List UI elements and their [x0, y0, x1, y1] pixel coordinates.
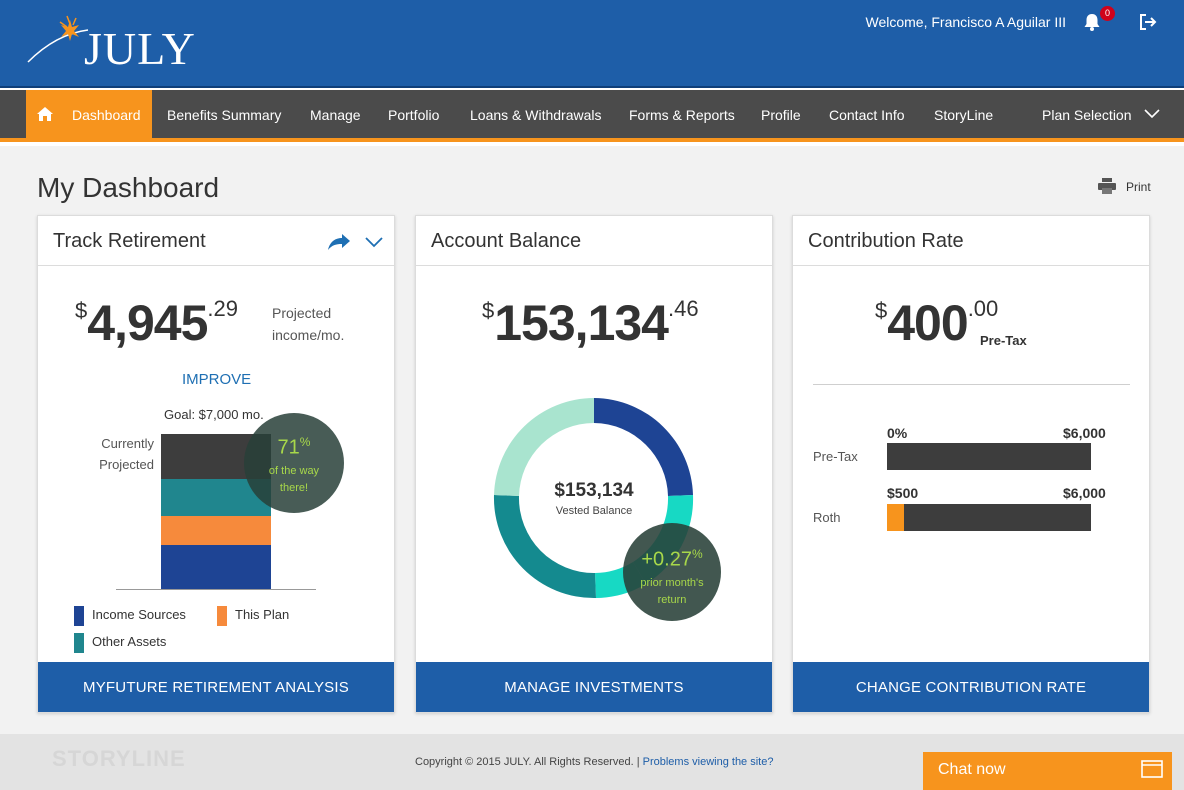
projected-income-amount: $4,945.29 [75, 295, 238, 351]
nav-portfolio[interactable]: Portfolio [388, 107, 440, 123]
myfuture-analysis-button[interactable]: MYFUTURE RETIREMENT ANALYSIS [38, 662, 394, 712]
card-title: Account Balance [431, 230, 582, 252]
dashboard-main: My Dashboard Print Track Retirement $4,9… [0, 146, 1184, 734]
nav-dashboard-label: Dashboard [72, 107, 141, 123]
progress-percent: 71% [277, 435, 311, 459]
manage-investments-button[interactable]: MANAGE INVESTMENTS [416, 662, 772, 712]
progress-caption: of the way there! [268, 465, 320, 494]
printer-icon [1098, 178, 1116, 194]
main-nav: Dashboard Benefits Summary Manage Portfo… [0, 90, 1184, 142]
nav-storyline[interactable]: StoryLine [934, 107, 994, 123]
card-title: Contribution Rate [808, 230, 964, 252]
contribution-type-label: Pre-Tax [980, 333, 1027, 348]
improve-link[interactable]: IMPROVE [182, 371, 252, 388]
contribution-rate-card: Contribution Rate $400.00 Pre-Tax 0% $6,… [792, 215, 1150, 713]
roth-row-label: Roth [813, 510, 841, 525]
chart-baseline [116, 589, 316, 590]
notification-badge: 0 [1100, 6, 1115, 21]
return-bubble: +0.27% prior month's return [623, 523, 721, 621]
nav-contact-info[interactable]: Contact Info [829, 107, 905, 123]
nav-forms-reports[interactable]: Forms & Reports [629, 107, 735, 123]
roth-max-label: $6,000 [1063, 485, 1106, 501]
card-title: Track Retirement [53, 230, 206, 252]
share-arrow-icon[interactable] [327, 233, 351, 251]
nav-manage[interactable]: Manage [310, 107, 361, 123]
nav-plan-selection[interactable]: Plan Selection [1042, 107, 1132, 123]
vested-balance-label: Vested Balance [555, 505, 633, 517]
return-caption: prior month's return [640, 577, 704, 606]
storyline-watermark: STORYLINE [52, 746, 186, 771]
pretax-min-label: 0% [887, 425, 908, 441]
chevron-down-icon[interactable] [1144, 109, 1160, 119]
card-header: Contribution Rate [793, 216, 1149, 266]
nav-profile[interactable]: Profile [761, 107, 801, 123]
change-contribution-rate-button[interactable]: CHANGE CONTRIBUTION RATE [793, 662, 1149, 712]
print-label: Print [1126, 180, 1151, 194]
vested-balance-value: $153,134 [554, 480, 634, 501]
page-title: My Dashboard [37, 172, 220, 203]
progress-bubble: 71% of the way there! [244, 413, 344, 513]
legend-swatch [74, 633, 84, 653]
this-plan-segment [161, 516, 271, 545]
pretax-max-label: $6,000 [1063, 425, 1106, 441]
nav-loans-withdrawals[interactable]: Loans & Withdrawals [470, 107, 602, 123]
top-header: JULY Welcome, Francisco A Aguilar III 0 [0, 0, 1184, 88]
card-header: Account Balance [416, 216, 772, 266]
roth-rate-bar[interactable] [887, 504, 1091, 531]
home-icon [37, 107, 53, 121]
legend-swatch [217, 606, 227, 626]
chat-now-label: Chat now [938, 761, 1006, 778]
donut-segment-1 [594, 398, 693, 496]
pretax-row-label: Pre-Tax [813, 449, 858, 464]
card-header: Track Retirement [38, 216, 394, 266]
return-percent: +0.27% [641, 547, 703, 571]
contribution-amount: $400.00 [875, 295, 999, 351]
chat-window-icon [1141, 760, 1163, 778]
nav-benefits-summary[interactable]: Benefits Summary [167, 107, 282, 123]
nav-dashboard[interactable]: Dashboard [26, 90, 152, 138]
projected-income-label: Projected income/mo. [272, 305, 345, 343]
divider [813, 384, 1130, 385]
account-balance-amount: $153,134.46 [482, 295, 699, 351]
roth-rate-fill [887, 504, 904, 531]
pretax-rate-bar[interactable] [887, 443, 1091, 470]
goal-label: Goal: $7,000 mo. [164, 407, 264, 422]
bell-icon[interactable] [1082, 12, 1102, 32]
track-retirement-card: Track Retirement $4,945.29 Projected inc… [37, 215, 395, 713]
legend-swatch [74, 606, 84, 626]
july-logo[interactable]: JULY [26, 12, 206, 78]
donut-segment-4 [493, 495, 596, 599]
welcome-message: Welcome, Francisco A Aguilar III [865, 14, 1067, 30]
copyright-text: Copyright © 2015 JULY. All Rights Reserv… [415, 756, 774, 768]
footer: STORYLINE Copyright © 2015 JULY. All Rig… [0, 734, 1184, 790]
roth-min-label: $500 [887, 485, 919, 501]
logout-icon[interactable] [1139, 13, 1157, 31]
donut-segment-5 [494, 398, 594, 496]
income-sources-segment [161, 545, 271, 589]
currently-projected-label: Currently Projected [99, 436, 154, 472]
chevron-down-icon[interactable] [365, 236, 383, 248]
chat-now-button[interactable]: Chat now [923, 752, 1172, 790]
logo-text: JULY [84, 23, 196, 74]
logo-sun-icon [27, 15, 89, 63]
problems-viewing-link[interactable]: Problems viewing the site? [642, 756, 774, 768]
account-balance-card: Account Balance $153,134.46 $153,134 Ves… [415, 215, 773, 713]
